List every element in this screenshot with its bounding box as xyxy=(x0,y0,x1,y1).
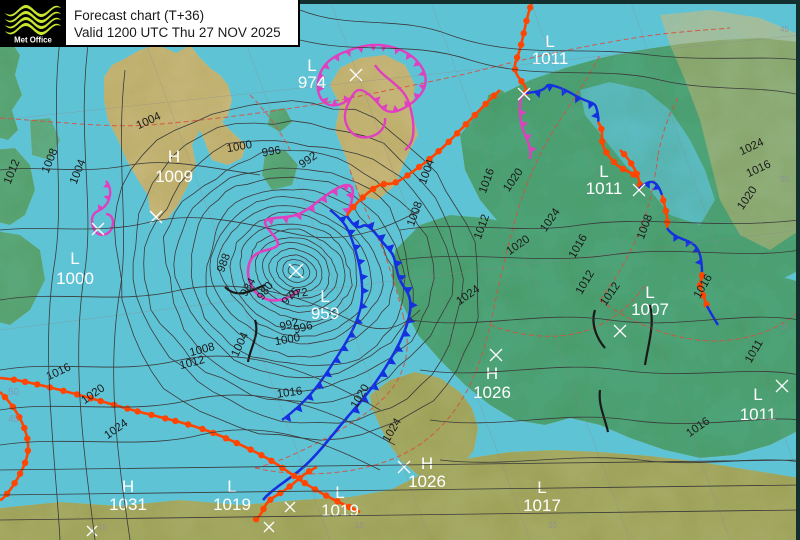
svg-text:L: L xyxy=(335,483,344,502)
svg-text:1026: 1026 xyxy=(408,472,446,491)
svg-text:1000: 1000 xyxy=(56,269,94,288)
svg-text:959: 959 xyxy=(311,304,339,323)
svg-text:H: H xyxy=(486,364,498,383)
svg-text:1009: 1009 xyxy=(155,167,193,186)
svg-text:1019: 1019 xyxy=(321,501,359,520)
svg-text:1011: 1011 xyxy=(586,179,623,198)
svg-text:1026: 1026 xyxy=(473,383,511,402)
svg-text:50: 50 xyxy=(8,387,20,398)
svg-text:1019: 1019 xyxy=(213,495,251,514)
svg-text:1011: 1011 xyxy=(532,49,569,68)
svg-text:L: L xyxy=(537,478,546,497)
svg-text:15: 15 xyxy=(780,323,789,332)
svg-text:974: 974 xyxy=(298,73,326,92)
svg-text:45: 45 xyxy=(780,25,789,34)
svg-text:1011: 1011 xyxy=(740,405,777,424)
svg-text:30: 30 xyxy=(548,521,557,530)
svg-text:15: 15 xyxy=(98,523,107,532)
svg-text:L: L xyxy=(227,477,236,496)
svg-text:45: 45 xyxy=(8,414,20,425)
svg-text:L: L xyxy=(753,385,762,404)
svg-text:30: 30 xyxy=(780,175,789,184)
svg-text:1031: 1031 xyxy=(109,495,147,514)
svg-text:L: L xyxy=(70,249,79,268)
svg-text:15: 15 xyxy=(355,521,364,530)
svg-text:Met Office: Met Office xyxy=(14,36,52,45)
svg-text:1017: 1017 xyxy=(523,496,561,515)
svg-text:H: H xyxy=(421,454,433,473)
